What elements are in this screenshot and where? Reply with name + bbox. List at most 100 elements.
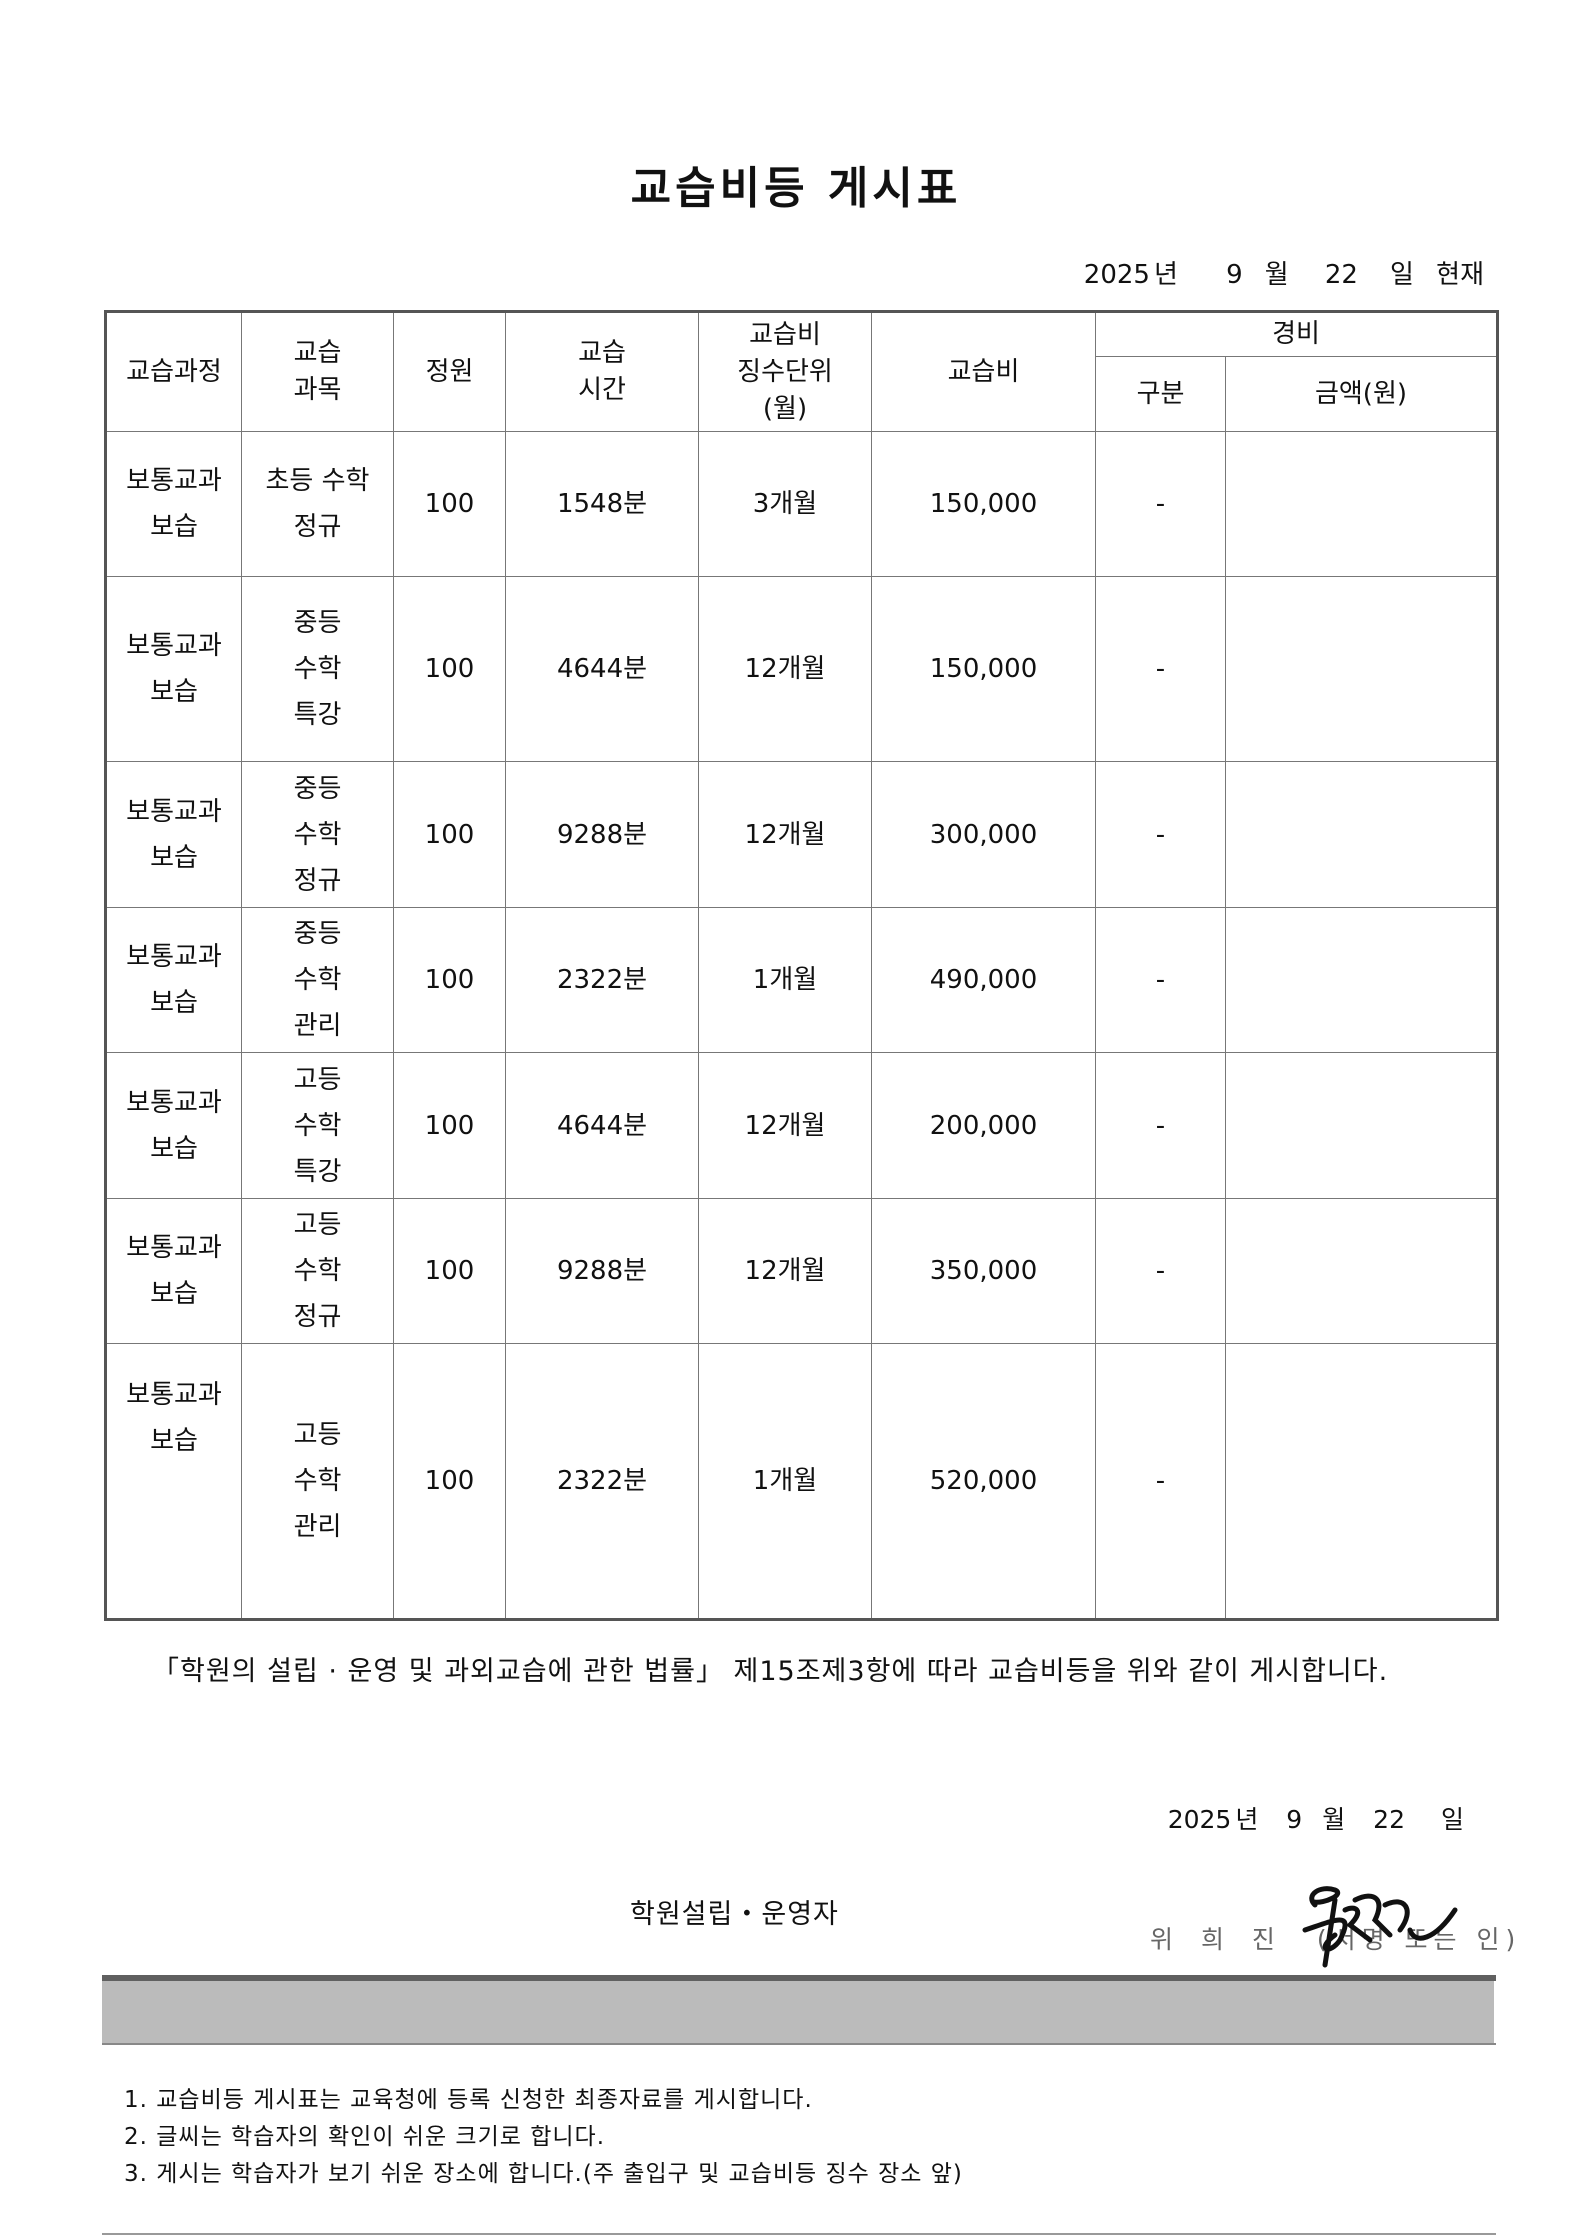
cell-subject: 중등 수학 특강 — [241, 576, 394, 762]
cell-unit: 12개월 — [698, 761, 872, 908]
cell-capacity: 100 — [393, 761, 506, 908]
cell-hours: 9288분 — [505, 1198, 699, 1344]
cell-course: 보통교과 보습 — [105, 431, 242, 577]
notes: 1. 교습비등 게시표는 교육청에 등록 신청한 최종자료를 게시합니다. 2.… — [124, 2082, 963, 2193]
gray-band — [102, 1981, 1494, 2045]
divider — [102, 2233, 1496, 2235]
cell-capacity: 100 — [393, 576, 506, 762]
note-item: 3. 게시는 학습자가 보기 쉬운 장소에 합니다.(주 출입구 및 교습비등 … — [124, 2161, 963, 2187]
cell-fee: 200,000 — [871, 1052, 1096, 1199]
cell-fee: 150,000 — [871, 576, 1096, 762]
cell-unit: 1개월 — [698, 907, 872, 1053]
cell-expense-amount — [1225, 1343, 1498, 1620]
cell-expense-amount — [1225, 907, 1498, 1053]
cell-subject: 초등 수학 정규 — [241, 431, 394, 577]
table-row: 보통교과 보습 고등 수학 정규 100 9288분 12개월 350,000- — [105, 1198, 1498, 1344]
cell-capacity: 100 — [393, 431, 506, 577]
header-fee: 교습비 — [871, 311, 1096, 432]
cell-capacity: 100 — [393, 1343, 506, 1620]
day-unit: 일 — [1440, 1805, 1464, 1834]
cell-expense-type: - — [1095, 431, 1226, 577]
year-unit: 년 — [1153, 260, 1178, 290]
cell-fee: 350,000 — [871, 1198, 1096, 1344]
day-unit: 일 — [1389, 260, 1414, 290]
cell-unit: 12개월 — [698, 576, 872, 762]
signed-month: 9 — [1286, 1805, 1303, 1834]
cell-hours: 2322분 — [505, 1343, 699, 1620]
table-row: 보통교과 보습 중등 수학 정규 100 9288분 12개월 300,000- — [105, 761, 1498, 908]
cell-expense-amount — [1225, 431, 1498, 577]
as-of-month: 9 — [1226, 260, 1243, 290]
header-expense: 경비 — [1095, 311, 1498, 357]
cell-course: 보통교과 보습 — [105, 907, 242, 1053]
signed-year: 2025 — [1167, 1805, 1232, 1834]
cell-capacity: 100 — [393, 1052, 506, 1199]
note-item: 1. 교습비등 게시표는 교육청에 등록 신청한 최종자료를 게시합니다. — [124, 2087, 813, 2113]
cell-expense-amount — [1225, 1198, 1498, 1344]
cell-unit: 12개월 — [698, 1052, 872, 1199]
cell-unit: 12개월 — [698, 1198, 872, 1344]
divider — [102, 1975, 1496, 1981]
cell-course: 보통교과 보습 — [105, 1343, 242, 1620]
table-row: 보통교과 보습 중등 수학 특강 100 4644분 12개월 150,000- — [105, 576, 1498, 762]
header-expense-type: 구분 — [1095, 356, 1226, 432]
cell-hours: 9288분 — [505, 761, 699, 908]
cell-subject: 중등 수학 관리 — [241, 907, 394, 1053]
table-row: 보통교과 보습 중등 수학 관리 100 2322분 1개월 490,000- — [105, 907, 1498, 1053]
cell-course: 보통교과 보습 — [105, 761, 242, 908]
header-expense-amount: 금액(원) — [1225, 356, 1498, 432]
header-subject: 교습 과목 — [241, 311, 394, 432]
cell-expense-type: - — [1095, 761, 1226, 908]
cell-hours: 4644분 — [505, 1052, 699, 1199]
cell-expense-type: - — [1095, 907, 1226, 1053]
cell-course: 보통교과 보습 — [105, 576, 242, 762]
month-unit: 월 — [1264, 260, 1289, 290]
signature-image — [1302, 1886, 1458, 1968]
founder-label: 학원설립・운영자 — [630, 1899, 839, 1930]
as-of-suffix: 현재 — [1436, 260, 1484, 290]
as-of-day: 22 — [1324, 260, 1358, 290]
cell-capacity: 100 — [393, 1198, 506, 1344]
signed-day: 22 — [1373, 1805, 1405, 1834]
cell-course: 보통교과 보습 — [105, 1052, 242, 1199]
cell-subject: 고등 수학 관리 — [241, 1343, 394, 1620]
cell-expense-amount — [1225, 1052, 1498, 1199]
year-unit: 년 — [1235, 1805, 1259, 1834]
page-title: 교습비등 게시표 — [630, 163, 962, 214]
table-row: 보통교과 보습 고등 수학 특강 100 4644분 12개월 200,000- — [105, 1052, 1498, 1199]
cell-hours: 1548분 — [505, 431, 699, 577]
header-capacity: 정원 — [393, 311, 506, 432]
cell-fee: 520,000 — [871, 1343, 1096, 1620]
cell-subject: 고등 수학 정규 — [241, 1198, 394, 1344]
cell-subject: 중등 수학 정규 — [241, 761, 394, 908]
fee-table: 교습과정 교습 과목 정원 교습 시간 교습비 징수단위 (월) 교습비 경비 구분 금… — [104, 310, 1499, 1621]
cell-fee: 300,000 — [871, 761, 1096, 908]
divider — [102, 2043, 1496, 2045]
cell-subject: 고등 수학 특강 — [241, 1052, 394, 1199]
cell-expense-amount — [1225, 576, 1498, 762]
month-unit: 월 — [1322, 1805, 1346, 1834]
table-row: 보통교과 보습 고등 수학 관리 100 2322분 1개월 520,000- — [105, 1343, 1498, 1620]
header-course: 교습과정 — [105, 311, 242, 432]
founder-name: 위 희 진 — [1150, 1925, 1285, 1954]
cell-fee: 490,000 — [871, 907, 1096, 1053]
cell-expense-type: - — [1095, 576, 1226, 762]
note-item: 2. 글씨는 학습자의 확인이 쉬운 크기로 합니다. — [124, 2124, 606, 2150]
cell-expense-type: - — [1095, 1052, 1226, 1199]
cell-unit: 3개월 — [698, 431, 872, 577]
cell-expense-amount — [1225, 761, 1498, 908]
cell-hours: 2322분 — [505, 907, 699, 1053]
header-unit: 교습비 징수단위 (월) — [698, 311, 872, 432]
header-hours: 교습 시간 — [505, 311, 699, 432]
cell-hours: 4644분 — [505, 576, 699, 762]
table-row: 보통교과 보습 초등 수학 정규 100 1548분 3개월 150,000- — [105, 431, 1498, 577]
cell-unit: 1개월 — [698, 1343, 872, 1620]
as-of-year: 2025 — [1083, 260, 1150, 290]
cell-expense-type: - — [1095, 1343, 1226, 1620]
cell-fee: 150,000 — [871, 431, 1096, 577]
cell-expense-type: - — [1095, 1198, 1226, 1344]
cell-capacity: 100 — [393, 907, 506, 1053]
legal-statement: 「학원의 설립 · 운영 및 과외교습에 관한 법률」 제15조제3항에 따라 … — [152, 1656, 1389, 1687]
